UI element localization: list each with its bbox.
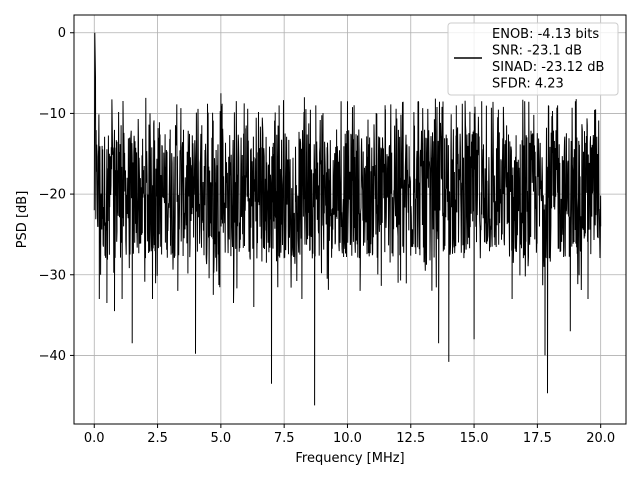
y-axis: 0 −10 −20 −30 −40 — [39, 26, 74, 364]
y-axis-label: PSD [dB] — [15, 191, 30, 249]
y-tick-label: 0 — [58, 26, 66, 41]
psd-trace — [93, 32, 602, 406]
x-tick-label: 7.5 — [274, 431, 295, 446]
x-tick-label: 20.0 — [586, 431, 615, 446]
legend: ENOB: -4.13 bits SNR: -23.1 dB SINAD: -2… — [447, 22, 619, 96]
x-tick-label: 10.0 — [333, 431, 362, 446]
legend-entry-sinad: SINAD: -23.12 dB — [492, 60, 604, 75]
legend-entry-snr: SNR: -23.1 dB — [492, 44, 582, 59]
legend-entry-enob: ENOB: -4.13 bits — [492, 27, 599, 42]
y-tick-label: −30 — [39, 268, 66, 283]
plot-area — [93, 32, 602, 406]
x-tick-label: 2.5 — [147, 431, 168, 446]
x-tick-label: 15.0 — [460, 431, 489, 446]
legend-box — [447, 22, 619, 96]
x-tick-label: 12.5 — [396, 431, 425, 446]
y-tick-label: −40 — [39, 349, 66, 364]
y-tick-label: −20 — [39, 188, 66, 203]
x-tick-label: 5.0 — [211, 431, 232, 446]
x-tick-label: 17.5 — [523, 431, 552, 446]
x-axis-label: Frequency [MHz] — [295, 451, 404, 466]
x-tick-label: 0.0 — [84, 431, 105, 446]
x-axis: 0.0 2.5 5.0 7.5 10.0 12.5 15.0 17.5 20.0 — [84, 424, 615, 446]
y-tick-label: −10 — [39, 107, 66, 122]
axes-frame — [73, 14, 627, 425]
legend-entry-sfdr: SFDR: 4.23 — [492, 77, 564, 92]
